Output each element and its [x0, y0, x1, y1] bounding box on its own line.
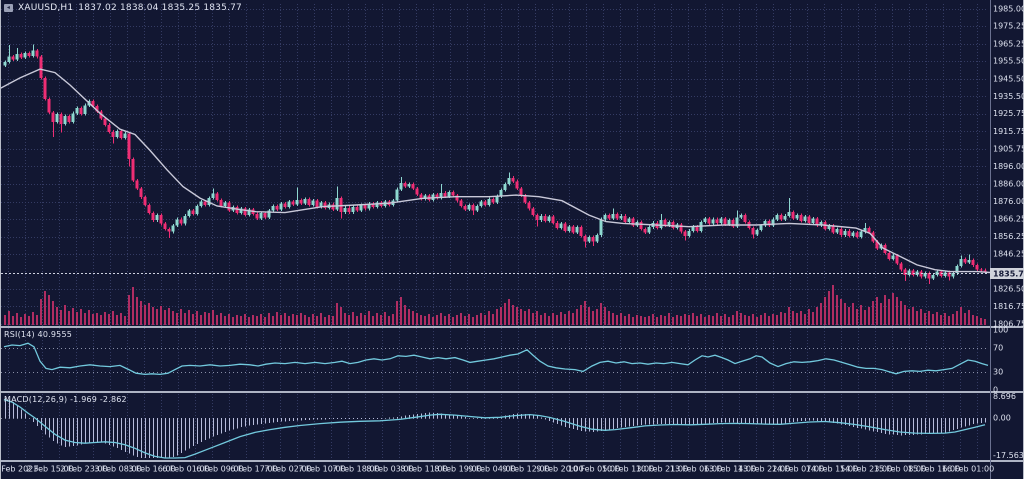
- svg-text:15 Feb 08:00: 15 Feb 08:00: [874, 465, 926, 474]
- svg-text:8.696: 8.696: [993, 392, 1016, 401]
- svg-text:14 Feb 23:00: 14 Feb 23:00: [840, 465, 892, 474]
- svg-text:2 Feb 2023: 2 Feb 2023: [0, 465, 38, 474]
- rsi-panel-series: [3, 342, 989, 376]
- svg-text:10 Feb 13:00: 10 Feb 13:00: [602, 465, 654, 474]
- svg-text:16 Feb 01:00: 16 Feb 01:00: [942, 465, 994, 474]
- svg-text:1826.50: 1826.50: [993, 285, 1024, 294]
- svg-text:9 Feb 12:00: 9 Feb 12:00: [502, 465, 549, 474]
- svg-text:13 Feb 14:00: 13 Feb 14:00: [704, 465, 756, 474]
- svg-text:1856.25: 1856.25: [993, 232, 1024, 241]
- svg-text:70: 70: [993, 344, 1003, 353]
- grid: [1, 4, 988, 460]
- svg-text:7 Feb 02:00: 7 Feb 02:00: [264, 465, 311, 474]
- svg-text:30: 30: [993, 368, 1003, 377]
- svg-text:1846.25: 1846.25: [993, 250, 1024, 259]
- macd-axis[interactable]: 8.696 0.00 -17.563: [993, 392, 1024, 460]
- svg-text:8 Feb 11:00: 8 Feb 11:00: [400, 465, 447, 474]
- svg-text:10 Feb 05:00: 10 Feb 05:00: [568, 465, 620, 474]
- svg-text:13 Feb 06:00: 13 Feb 06:00: [670, 465, 722, 474]
- price-axis[interactable]: 1985.00 1975.25 1965.25 1955.50 1945.50 1935.…: [990, 5, 1024, 329]
- svg-text:13 Feb 22:00: 13 Feb 22:00: [738, 465, 790, 474]
- svg-text:1945.50: 1945.50: [993, 74, 1024, 83]
- svg-text:6 Feb 01:00: 6 Feb 01:00: [162, 465, 209, 474]
- svg-text:1905.75: 1905.75: [993, 145, 1024, 154]
- chart-menu-icon[interactable]: [4, 4, 13, 12]
- svg-text:6 Feb 09:00: 6 Feb 09:00: [196, 465, 243, 474]
- svg-text:7 Feb 10:00: 7 Feb 10:00: [298, 465, 345, 474]
- svg-text:1985.00: 1985.00: [993, 5, 1024, 14]
- macd-panel-series: [3, 397, 986, 459]
- macd-indicator-label: MACD(12,26,9) -1.969 -2.862: [4, 395, 127, 404]
- svg-text:1816.75: 1816.75: [993, 302, 1024, 311]
- svg-text:1896.00: 1896.00: [993, 162, 1024, 171]
- svg-text:1955.50: 1955.50: [993, 57, 1024, 66]
- chart-title: XAUUSD,H1 1837.02 1838.04 1835.25 1835.7…: [4, 3, 242, 13]
- svg-text:1935.50: 1935.50: [993, 92, 1024, 101]
- candles: [3, 44, 987, 284]
- svg-text:15 Feb 16:00: 15 Feb 16:00: [908, 465, 960, 474]
- svg-text:1965.25: 1965.25: [993, 39, 1024, 48]
- svg-text:3 Feb 16:00: 3 Feb 16:00: [128, 465, 175, 474]
- rsi-axis[interactable]: 100 70 30 0: [993, 326, 1008, 395]
- svg-text:2 Feb 23:00: 2 Feb 23:00: [60, 465, 107, 474]
- svg-text:1866.25: 1866.25: [993, 214, 1024, 223]
- svg-text:7 Feb 18:00: 7 Feb 18:00: [332, 465, 379, 474]
- svg-text:1876.00: 1876.00: [993, 197, 1024, 206]
- svg-text:1915.75: 1915.75: [993, 127, 1024, 136]
- svg-text:8 Feb 19:00: 8 Feb 19:00: [434, 465, 481, 474]
- svg-text:3 Feb 08:00: 3 Feb 08:00: [94, 465, 141, 474]
- svg-text:8 Feb 03:00: 8 Feb 03:00: [366, 465, 413, 474]
- svg-text:0: 0: [993, 386, 998, 395]
- ohlc-values: 1837.02 1838.04 1835.25 1835.77: [78, 3, 242, 13]
- svg-text:1806.75: 1806.75: [993, 320, 1024, 329]
- svg-text:1925.75: 1925.75: [993, 109, 1024, 118]
- svg-text:0.00: 0.00: [993, 414, 1011, 423]
- svg-text:10 Feb 21:00: 10 Feb 21:00: [636, 465, 688, 474]
- volume-histogram: [4, 285, 986, 325]
- svg-text:1886.00: 1886.00: [993, 179, 1024, 188]
- svg-text:14 Feb 07:00: 14 Feb 07:00: [772, 465, 824, 474]
- symbol-timeframe: XAUUSD,H1: [18, 3, 74, 13]
- svg-text:9 Feb 20:00: 9 Feb 20:00: [536, 465, 583, 474]
- svg-text:-17.563: -17.563: [993, 451, 1024, 460]
- rsi-indicator-label: RSI(14) 40.9555: [4, 330, 73, 339]
- svg-text:100: 100: [993, 326, 1008, 335]
- svg-text:1975.25: 1975.25: [993, 22, 1024, 31]
- svg-text:6 Feb 17:00: 6 Feb 17:00: [230, 465, 277, 474]
- svg-text:14 Feb 15:00: 14 Feb 15:00: [806, 465, 858, 474]
- svg-text:9 Feb 04:00: 9 Feb 04:00: [468, 465, 515, 474]
- moving-average-line: [0, 68, 991, 274]
- svg-text:2 Feb 15:00: 2 Feb 15:00: [26, 465, 73, 474]
- svg-text:1835.77: 1835.77: [993, 270, 1024, 279]
